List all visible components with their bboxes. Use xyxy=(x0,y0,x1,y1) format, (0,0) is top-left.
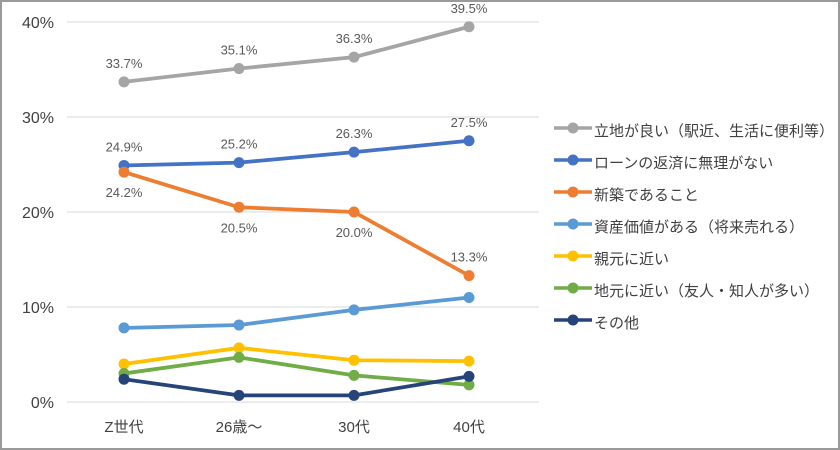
legend-item-label: 親元に近い xyxy=(594,250,670,268)
data-point-marker xyxy=(463,270,475,282)
series-line xyxy=(122,374,471,398)
legend-line-marker-icon xyxy=(554,185,592,203)
legend-item-label: ローンの返済に無理がない xyxy=(594,154,774,172)
legend-item: 親元に近い xyxy=(554,242,838,274)
data-point-marker xyxy=(233,389,245,401)
data-point-label: 24.9% xyxy=(106,139,143,154)
data-point-marker xyxy=(233,351,245,363)
legend-item-label: 地元に近い（友人・知人が多い） xyxy=(594,282,820,300)
series-line xyxy=(122,345,471,366)
data-point-marker xyxy=(463,21,475,33)
legend-line-marker-icon xyxy=(554,249,592,267)
data-point-marker xyxy=(463,370,475,382)
legend-item-label: 新築であること xyxy=(594,186,699,204)
series-line xyxy=(122,24,471,84)
data-point-marker xyxy=(118,373,130,385)
data-point-marker xyxy=(233,319,245,331)
legend-item: 立地が良い（駅近、生活に便利等） xyxy=(554,114,838,146)
series-line xyxy=(122,138,471,168)
data-point-label: 24.2% xyxy=(106,185,143,200)
data-point-marker xyxy=(348,369,360,381)
data-point-marker xyxy=(463,292,475,303)
data-point-marker xyxy=(118,166,130,178)
data-point-marker xyxy=(348,389,360,401)
legend-item: 新築であること xyxy=(554,178,838,210)
data-point-label: 20.0% xyxy=(336,225,373,240)
line-chart-plot-area: 0% 10% 20% 30% 40% Z世代 26歳～ 30代 40代 33.7% 35.1% 36.… xyxy=(22,2,539,436)
data-point-marker xyxy=(118,322,130,334)
legend-item-label: 立地が良い（駅近、生活に便利等） xyxy=(594,122,835,140)
data-point-marker xyxy=(348,304,360,316)
data-point-marker xyxy=(233,157,245,169)
data-point-marker xyxy=(118,76,130,88)
legend-line-marker-icon xyxy=(554,217,592,235)
legend-line-marker-icon xyxy=(554,121,592,139)
series-line xyxy=(122,355,471,387)
data-point-label: 35.1% xyxy=(221,43,258,58)
y-axis-tick-label: 10% xyxy=(22,300,54,317)
data-point-marker xyxy=(118,358,130,370)
x-axis-category-label: 40代 xyxy=(453,419,485,436)
data-point-marker xyxy=(463,379,475,391)
legend-item-label: 資産価値がある（将来売れる） xyxy=(594,218,805,236)
legend-line-marker-icon xyxy=(554,281,592,299)
data-point-label: 26.3% xyxy=(336,126,373,141)
data-point-label: 39.5% xyxy=(451,2,488,16)
legend-item: 地元に近い（友人・知人が多い） xyxy=(554,274,838,306)
data-point-label: 33.7% xyxy=(106,56,143,71)
data-point-marker xyxy=(233,342,245,354)
data-point-label: 25.2% xyxy=(221,137,258,152)
data-point-marker xyxy=(233,63,245,75)
legend-item: ローンの返済に無理がない xyxy=(554,146,838,178)
series-line xyxy=(122,295,471,330)
data-point-label: 20.5% xyxy=(221,220,258,235)
data-point-marker xyxy=(463,135,475,147)
data-point-label: 36.3% xyxy=(336,31,373,46)
data-point-marker xyxy=(233,201,245,213)
legend-item: 資産価値がある（将来売れる） xyxy=(554,210,838,242)
legend-item-label: その他 xyxy=(594,314,640,332)
data-point-marker xyxy=(463,355,475,367)
data-point-marker xyxy=(348,206,360,218)
chart-legend: 立地が良い（駅近、生活に便利等） ローンの返済に無理がない 新築であること資産価値が… xyxy=(554,114,838,338)
y-axis-tick-label: 0% xyxy=(31,395,54,412)
y-axis-tick-label: 30% xyxy=(22,110,54,127)
x-axis-category-label: 30代 xyxy=(338,419,370,436)
legend-line-marker-icon xyxy=(554,313,592,331)
y-axis-tick-label: 40% xyxy=(22,15,54,32)
data-point-marker xyxy=(348,146,360,158)
legend-line-marker-icon xyxy=(554,153,592,171)
series-line xyxy=(122,170,471,278)
data-point-marker xyxy=(348,354,360,366)
x-axis-category-label: 26歳～ xyxy=(216,419,263,436)
data-point-label: 27.5% xyxy=(451,115,488,130)
legend-item: その他 xyxy=(554,306,838,338)
x-axis-category-label: Z世代 xyxy=(104,419,143,436)
y-axis-tick-label: 20% xyxy=(22,205,54,222)
data-point-label: 13.3% xyxy=(451,250,488,265)
data-point-marker xyxy=(348,51,360,63)
